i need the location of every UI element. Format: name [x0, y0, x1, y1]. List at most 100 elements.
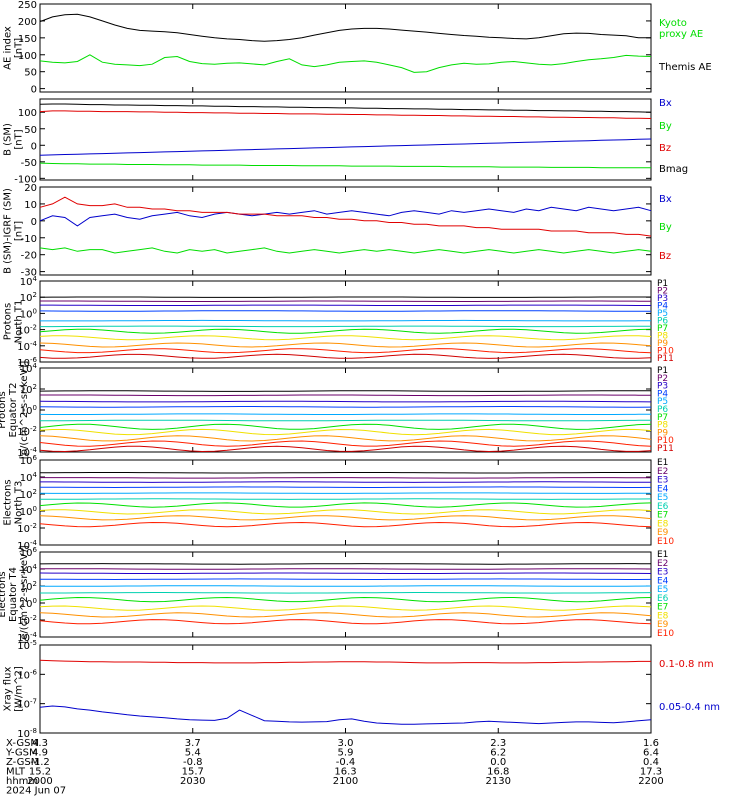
footer-row-label: hhmm — [6, 776, 38, 787]
footer-cell: 0.0 — [490, 757, 506, 768]
legend-entry: E8 — [657, 611, 669, 621]
y-tick-label: 150 — [18, 34, 37, 45]
y-tick-label: 10-2 — [17, 425, 37, 438]
legend-entry: E1 — [657, 550, 668, 560]
channel-line-p11 — [39, 353, 652, 359]
y-axis-label: [p/(cm^2-s-sr-keV)] — [19, 361, 30, 460]
y-tick-label: 10-4 — [17, 446, 37, 459]
channel-line-e8 — [39, 509, 652, 515]
footer-cell: 3.7 — [185, 738, 201, 749]
legend-entry: E7 — [657, 511, 668, 521]
footer-date: 2024 Jun 07 — [6, 786, 66, 797]
footer-row-label: Y-GSM — [5, 748, 38, 759]
legend-entry: 0.05-0.4 nm — [659, 702, 720, 713]
legend-entry: P1 — [657, 366, 668, 376]
y-tick-label: 104 — [20, 563, 38, 576]
legend-entry: P4 — [657, 302, 668, 312]
channel-line-e3 — [39, 572, 652, 574]
legend-entry: E5 — [657, 585, 668, 595]
channel-line-e6 — [40, 498, 652, 500]
channel-line-e3 — [40, 481, 651, 483]
channel-line-p2 — [40, 300, 651, 302]
footer-cell: 2.3 — [490, 738, 506, 749]
channel-line-e6 — [40, 592, 652, 594]
legend-entry: E1 — [657, 458, 668, 468]
y-tick-label: 106 — [20, 546, 38, 559]
y-axis-label: Electrons — [0, 571, 8, 617]
channel-line-e10 — [39, 521, 652, 528]
footer-cell: -0.4 — [336, 757, 356, 768]
y-tick-label: 102 — [20, 488, 37, 501]
legend-entry: E9 — [657, 620, 669, 630]
series-line-kyoto-proxy-ae — [39, 54, 652, 73]
channel-line-p7 — [39, 423, 652, 430]
y-tick-label: 10-2 — [17, 522, 37, 535]
footer-cell: 16.3 — [334, 767, 356, 778]
legend-entry: P9 — [657, 339, 668, 349]
footer-cell: 2200 — [638, 776, 663, 787]
channel-line-e4 — [40, 578, 652, 581]
y-axis-label: Electrons — [3, 479, 14, 525]
footer-cell: 5.9 — [338, 748, 354, 759]
y-axis-label: Protons — [0, 391, 8, 428]
legend-entry: E3 — [657, 476, 668, 486]
legend-entry: Bx — [659, 194, 672, 205]
y-tick-label: 50 — [24, 125, 37, 136]
legend-entry: P6 — [657, 317, 668, 327]
legend-entry: P10 — [657, 436, 674, 446]
y-tick-label: 0 — [31, 141, 37, 152]
panel-frame — [39, 551, 652, 638]
footer-cell: 4.9 — [32, 748, 48, 759]
legend-entry: P9 — [657, 428, 668, 438]
y-tick-label: 100 — [18, 108, 37, 119]
legend-entry: E2 — [657, 559, 668, 569]
legend-entry: P1 — [657, 279, 668, 289]
footer-cell: 15.7 — [182, 767, 204, 778]
channel-line-e8 — [39, 605, 652, 611]
footer-cell: 3.0 — [338, 738, 354, 749]
panel-5: 104 102 100 10-2 10-4 Protons Equator T2 [p/(cm… — [0, 361, 674, 460]
series-line-bx — [39, 206, 652, 227]
series-line-0-1-0-8-nm — [39, 659, 651, 664]
channel-line-e10 — [39, 619, 652, 625]
y-axis-label: [nT] — [14, 38, 25, 58]
y-tick-label: 200 — [18, 17, 37, 28]
y-axis-label: [e/(cm^2-s-sr-keV)] — [19, 545, 30, 643]
panel-7: 106 104 102 100 10-2 10-4 Electrons Equator T4[… — [0, 545, 674, 644]
legend-entry: P2 — [657, 287, 668, 297]
legend-entry: P8 — [657, 332, 668, 342]
y-tick-label: 0 — [31, 217, 37, 228]
y-axis-label: North T3 — [14, 481, 25, 525]
y-tick-label: 10-5 — [17, 639, 37, 652]
legend-entry: E10 — [657, 629, 674, 639]
channel-line-p6 — [40, 419, 651, 422]
channel-line-e9 — [39, 515, 652, 521]
footer-cell: 17.3 — [640, 767, 662, 778]
y-tick-label: -50 — [21, 158, 37, 169]
y-axis-label: Xray flux — [3, 667, 14, 712]
y-tick-label: 50 — [24, 68, 37, 79]
channel-line-p7 — [39, 328, 652, 334]
legend-entry: E6 — [657, 594, 669, 604]
channel-line-p8 — [39, 335, 652, 341]
y-tick-label: 104 — [20, 471, 38, 484]
footer-row-label: Z-GSM — [6, 757, 39, 768]
y-tick-label: 10-2 — [17, 614, 37, 627]
series-line-bx — [39, 103, 652, 113]
channel-line-p9 — [39, 342, 652, 348]
series-line-bz — [39, 196, 652, 237]
channel-line-p3 — [39, 400, 652, 403]
legend-entry: E4 — [657, 484, 669, 494]
channel-line-p5 — [39, 413, 652, 415]
panel-2: 100 50 0 -50 -100 B (SM) [nT] Bx By Bz Bmag — [3, 98, 689, 185]
y-tick-label: 10-8 — [17, 727, 37, 740]
channel-line-p9 — [39, 435, 652, 442]
legend-entry: E9 — [657, 528, 669, 538]
legend-entry: P3 — [657, 382, 668, 392]
legend-entry: E2 — [657, 467, 668, 477]
y-axis-label: [W/m^2] — [14, 666, 25, 712]
